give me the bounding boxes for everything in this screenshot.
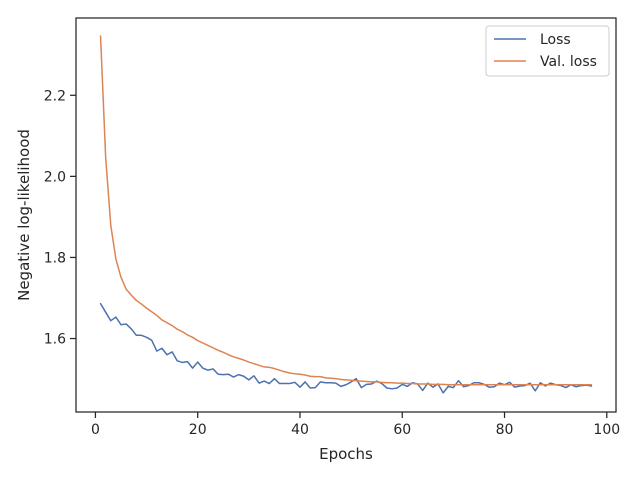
- y-axis: 1.6 1.8 2.0 2.2: [44, 88, 76, 348]
- x-tick-label: 100: [593, 422, 620, 438]
- y-tick-label: 2.0: [44, 169, 66, 185]
- plot-frame: [75, 17, 617, 413]
- series-line-val-loss: [99, 35, 593, 386]
- x-tick-label: 40: [291, 422, 309, 438]
- y-tick-label: 1.6: [44, 332, 66, 348]
- series-line-loss: [99, 302, 593, 394]
- legend: Loss Val. loss: [485, 25, 610, 77]
- y-tick-label: 1.8: [44, 250, 66, 266]
- x-axis-label: Epochs: [319, 445, 373, 463]
- y-tick-label: 2.2: [44, 88, 66, 104]
- x-tick-label: 60: [393, 422, 411, 438]
- y-axis-label: Negative log-likelihood: [15, 129, 33, 301]
- plot-background: [76, 18, 616, 412]
- x-tick-label: 20: [189, 422, 207, 438]
- x-axis: 0 20 40 60 80 100: [91, 412, 620, 438]
- legend-label: Val. loss: [540, 54, 597, 70]
- series-layer: [99, 35, 593, 394]
- x-tick-label: 0: [91, 422, 100, 438]
- plot-area: [75, 17, 617, 413]
- x-tick-label: 80: [496, 422, 514, 438]
- legend-label: Loss: [540, 32, 571, 48]
